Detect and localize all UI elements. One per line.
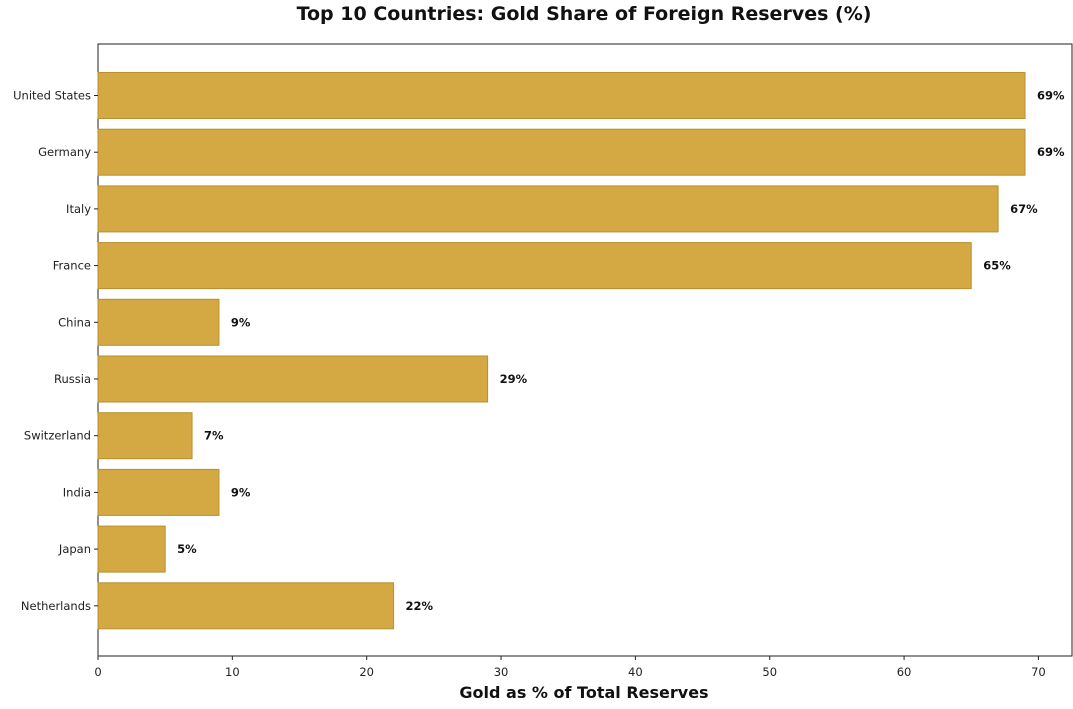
category-label: Germany: [38, 145, 91, 159]
x-tick-label: 40: [628, 665, 643, 679]
x-tick-label: 20: [359, 665, 374, 679]
data-label: 9%: [231, 485, 251, 499]
x-tick-label: 30: [494, 665, 509, 679]
bar-india: [97, 468, 220, 516]
data-label: 67%: [1010, 202, 1038, 216]
x-axis-ticks-group: 0 10 20 30 40 50 60 70: [94, 656, 1046, 679]
bar-germany: [97, 128, 1026, 176]
data-label: 29%: [500, 372, 528, 386]
bar-china: [97, 298, 220, 346]
x-tick-label: 10: [225, 665, 240, 679]
bar-japan: [97, 525, 166, 573]
x-axis-label: Gold as % of Total Reserves: [459, 683, 708, 702]
category-label: Italy: [66, 202, 91, 216]
data-label: 9%: [231, 315, 251, 329]
category-label: Japan: [58, 542, 91, 556]
category-label: Netherlands: [21, 599, 91, 613]
category-label: Russia: [54, 372, 91, 386]
category-label: Switzerland: [24, 429, 91, 443]
plot-area-frame: [97, 43, 1073, 657]
data-label: 7%: [204, 429, 224, 443]
chart-title: Top 10 Countries: Gold Share of Foreign …: [297, 3, 872, 25]
data-labels-group: 69% 69% 67% 65% 9% 29% 7% 9% 5% 22%: [177, 89, 1065, 613]
category-label: India: [63, 485, 91, 499]
x-tick-label: 60: [897, 665, 912, 679]
data-label: 69%: [1037, 89, 1065, 103]
bar-italy: [97, 185, 999, 233]
bar-russia: [97, 355, 489, 403]
data-label: 5%: [177, 542, 197, 556]
category-label: China: [58, 315, 91, 329]
data-label: 69%: [1037, 145, 1065, 159]
bar-netherlands: [97, 582, 395, 630]
bars-group: [97, 72, 1026, 630]
bar-france: [97, 242, 972, 290]
data-label: 22%: [406, 599, 434, 613]
bar-switzerland: [97, 412, 193, 460]
category-labels-group: United States Germany Italy France China Russ…: [13, 89, 98, 613]
x-tick-label: 50: [762, 665, 777, 679]
data-label: 65%: [983, 259, 1011, 273]
bar-united-states: [97, 72, 1026, 119]
category-label: United States: [13, 89, 91, 103]
category-label: France: [53, 259, 91, 273]
x-tick-label: 0: [94, 665, 101, 679]
x-tick-label: 70: [1031, 665, 1046, 679]
